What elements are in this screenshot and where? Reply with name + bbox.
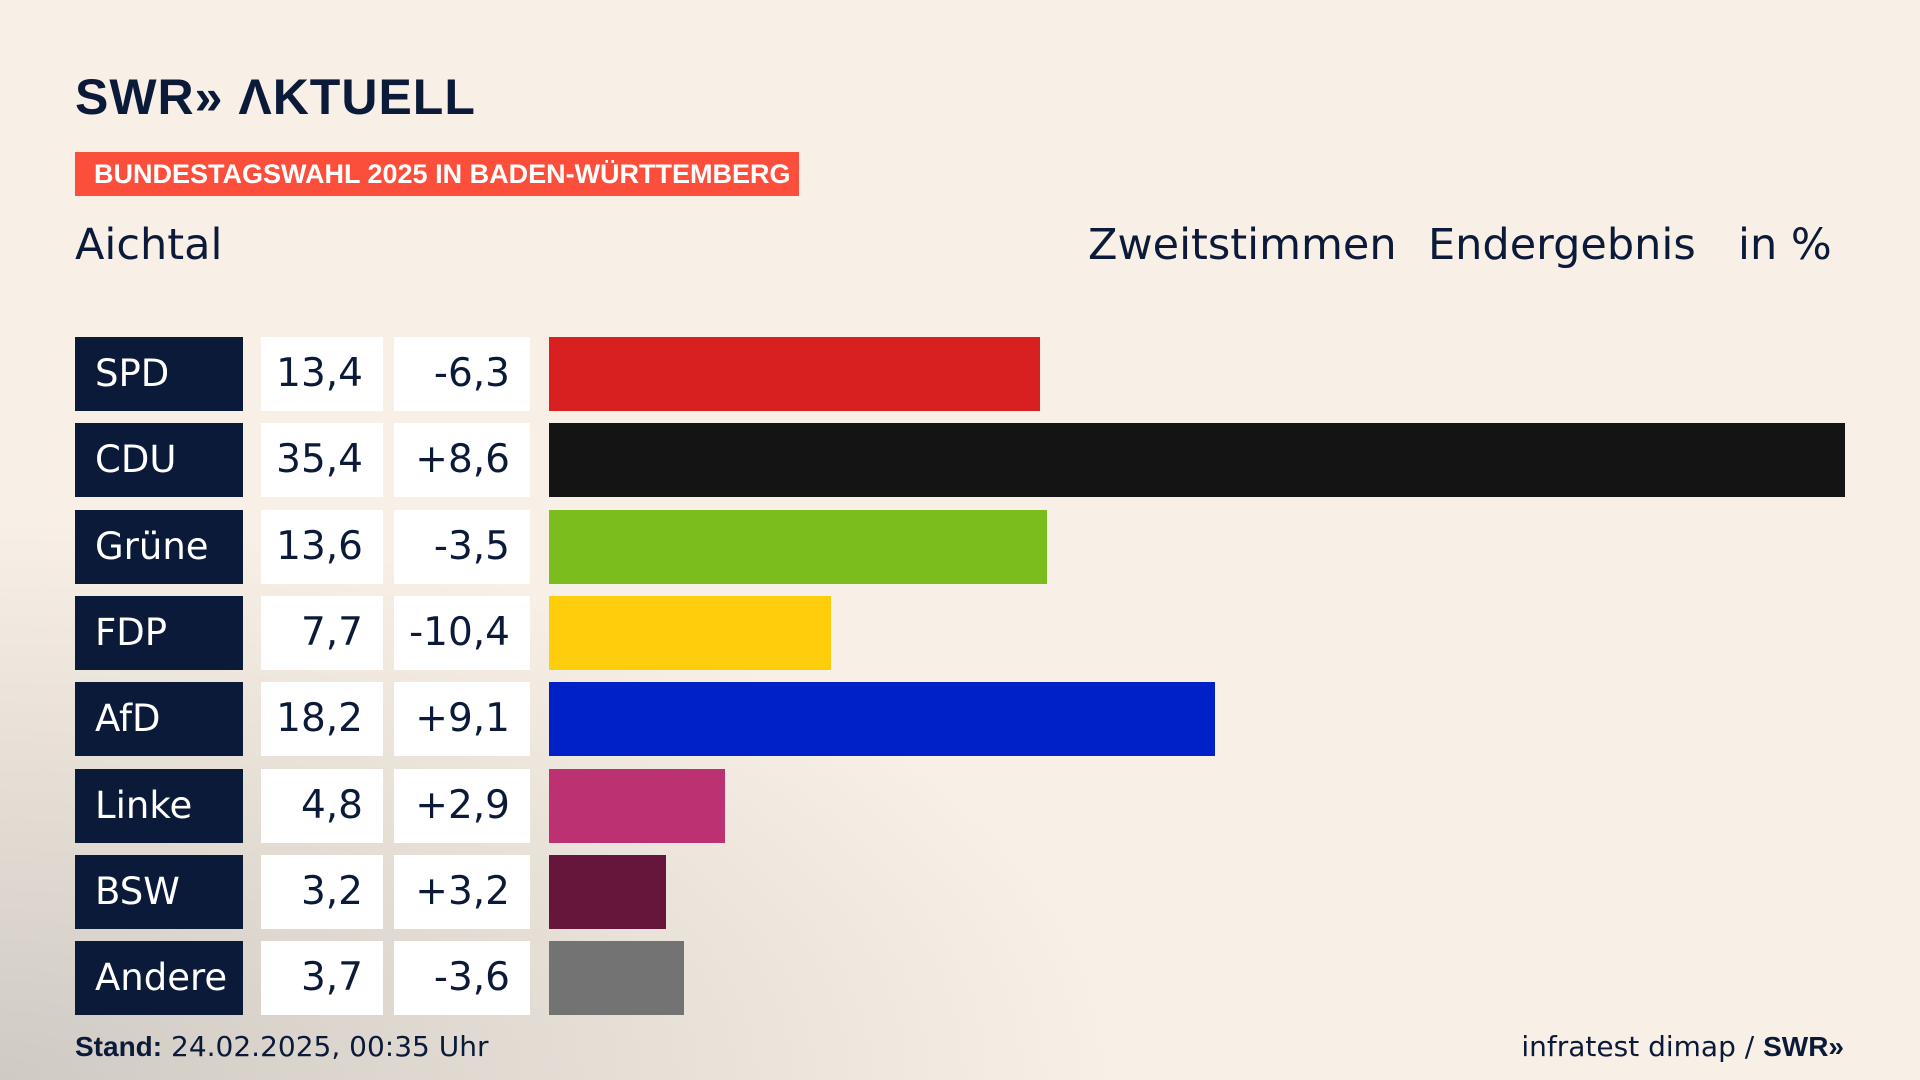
election-banner: BUNDESTAGSWAHL 2025 IN BADEN-WÜRTTEMBERG bbox=[75, 152, 799, 196]
source: infratest dimap / SWR» bbox=[1521, 1030, 1844, 1063]
change-label: -10,4 bbox=[394, 595, 530, 670]
vote-type-label: Zweitstimmen bbox=[1088, 220, 1397, 270]
party-label: Andere bbox=[75, 941, 243, 1016]
swr-aktuell-logo: SWR» ΛKTUELL bbox=[75, 69, 476, 125]
value-label: 7,7 bbox=[261, 595, 383, 670]
value-label: 3,2 bbox=[261, 854, 383, 929]
place-title: Aichtal bbox=[75, 220, 223, 270]
party-label: Grüne bbox=[75, 509, 243, 584]
stand-label: Stand: bbox=[75, 1031, 163, 1062]
bar-grüne bbox=[549, 509, 1047, 584]
party-label: SPD bbox=[75, 337, 243, 411]
change-label: +2,9 bbox=[394, 768, 530, 843]
result-type-label: Endergebnis bbox=[1428, 220, 1696, 270]
value-label: 18,2 bbox=[261, 682, 383, 757]
bar-bsw bbox=[549, 854, 667, 929]
change-label: -6,3 bbox=[394, 337, 530, 411]
change-label: -3,6 bbox=[394, 941, 530, 1016]
party-label: FDP bbox=[75, 595, 243, 670]
party-label: AfD bbox=[75, 682, 243, 757]
party-label: BSW bbox=[75, 854, 243, 929]
swr-logo: SWR» bbox=[1763, 1031, 1844, 1062]
unit-label: in % bbox=[1738, 220, 1832, 270]
value-label: 13,4 bbox=[261, 337, 383, 411]
bar-linke bbox=[549, 768, 725, 843]
change-label: +8,6 bbox=[394, 423, 530, 498]
value-label: 13,6 bbox=[261, 509, 383, 584]
value-label: 35,4 bbox=[261, 423, 383, 498]
value-label: 4,8 bbox=[261, 768, 383, 843]
timestamp: Stand: 24.02.2025, 00:35 Uhr bbox=[75, 1030, 488, 1063]
party-label: Linke bbox=[75, 768, 243, 843]
bar-cdu bbox=[549, 423, 1845, 498]
bar-fdp bbox=[549, 595, 831, 670]
bar-andere bbox=[549, 941, 685, 1016]
change-label: +9,1 bbox=[394, 682, 530, 757]
source-text: infratest dimap / bbox=[1521, 1030, 1764, 1063]
bar-spd bbox=[549, 337, 1040, 411]
bar-afd bbox=[549, 682, 1216, 757]
value-label: 3,7 bbox=[261, 941, 383, 1016]
change-label: +3,2 bbox=[394, 854, 530, 929]
change-label: -3,5 bbox=[394, 509, 530, 584]
stand-value: 24.02.2025, 00:35 Uhr bbox=[162, 1030, 489, 1063]
party-label: CDU bbox=[75, 423, 243, 498]
